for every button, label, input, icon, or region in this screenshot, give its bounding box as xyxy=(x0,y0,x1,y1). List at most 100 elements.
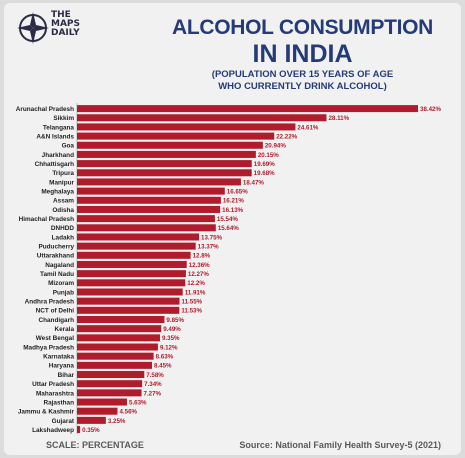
value-label: 16.21% xyxy=(223,198,244,205)
bar xyxy=(77,260,187,268)
bar xyxy=(77,297,180,305)
bar xyxy=(77,205,221,213)
value-label: 20.15% xyxy=(258,152,279,159)
bar xyxy=(77,398,127,406)
value-label: 15.54% xyxy=(217,216,238,223)
category-label: Rajasthan xyxy=(43,399,74,406)
bar xyxy=(77,169,252,177)
value-label: 7.58% xyxy=(146,372,164,379)
bar xyxy=(77,132,275,140)
value-label: 16.65% xyxy=(227,189,248,196)
chart-subtitle-line-2: WHO CURRENTLY DRINK ALCOHOL) xyxy=(218,81,387,92)
bar xyxy=(77,196,221,204)
value-label: 3.25% xyxy=(108,418,126,425)
category-label: Maharashtra xyxy=(36,390,74,397)
bar xyxy=(77,105,418,113)
chart-subtitle-line-1: (POPULATION OVER 15 YEARS OF AGE xyxy=(211,69,394,80)
category-label: Chhattisgarh xyxy=(35,161,75,168)
category-label: Madhya Pradesh xyxy=(23,344,74,351)
value-label: 22.22% xyxy=(276,133,297,140)
category-label: Bihar xyxy=(58,372,75,379)
brand-logo-text: THE MAPS DAILY xyxy=(51,11,111,38)
category-label: Haryana xyxy=(49,363,75,370)
bar xyxy=(77,224,216,232)
category-label: Arunachal Pradesh xyxy=(16,106,74,113)
value-label: 12.2% xyxy=(187,280,205,287)
category-label: Assam xyxy=(53,198,74,205)
value-label: 12.8% xyxy=(193,253,211,260)
category-label: Chandigarh xyxy=(38,317,74,324)
category-label: A&N Islands xyxy=(36,133,74,140)
value-label: 12.27% xyxy=(188,271,209,278)
value-label: 9.35% xyxy=(162,335,180,342)
bar xyxy=(77,334,160,342)
value-label: 9.85% xyxy=(166,317,184,324)
category-label: Andhra Pradesh xyxy=(25,299,74,306)
chart-title-line-2: IN INDIA xyxy=(252,40,353,68)
value-label: 24.61% xyxy=(297,124,318,131)
category-label: Ladakh xyxy=(52,234,74,241)
category-label: Gujarat xyxy=(52,418,75,425)
value-label: 19.68% xyxy=(254,170,275,177)
brand-line-3: DAILY xyxy=(51,28,80,38)
value-label: 12.36% xyxy=(189,262,210,269)
value-label: 19.69% xyxy=(254,161,275,168)
category-label: Tripura xyxy=(52,170,74,177)
bar xyxy=(77,123,296,131)
bar xyxy=(77,389,142,397)
value-label: 5.63% xyxy=(129,399,147,406)
category-label: Kerala xyxy=(54,326,74,333)
bar xyxy=(77,315,165,323)
brand-line-1: THE xyxy=(51,10,71,20)
category-label: Manipur xyxy=(49,179,74,186)
chart-title-line-1: ALCOHOL CONSUMPTION xyxy=(171,16,434,39)
bar xyxy=(77,160,252,168)
bar xyxy=(77,251,191,259)
bar xyxy=(77,178,241,186)
value-label: 8.45% xyxy=(154,363,172,370)
category-label: Tamil Nadu xyxy=(40,271,74,278)
category-label: Lakshadweep xyxy=(32,427,74,434)
category-label: Telangana xyxy=(43,124,75,131)
category-label: Jammu & Kashmir xyxy=(18,409,75,416)
category-label: Jharkhand xyxy=(42,152,74,159)
value-label: 18.47% xyxy=(243,179,264,186)
value-label: 11.55% xyxy=(182,299,203,306)
brand-line-2: MAPS xyxy=(51,19,80,29)
bar xyxy=(77,187,225,195)
category-label: NCT of Delhi xyxy=(36,308,75,315)
bar xyxy=(77,352,154,360)
bar xyxy=(77,150,256,158)
category-label: Punjab xyxy=(53,289,74,296)
category-label: Mizoram xyxy=(48,280,74,287)
category-label: Meghalaya xyxy=(41,189,74,196)
value-label: 7.34% xyxy=(144,381,162,388)
bar xyxy=(77,407,118,415)
value-label: 20.94% xyxy=(265,143,286,150)
bar xyxy=(77,141,263,149)
category-label: Nagaland xyxy=(45,262,74,269)
value-label: 13.75% xyxy=(201,234,222,241)
bar xyxy=(77,114,327,122)
bar xyxy=(77,416,106,424)
category-label: Goa xyxy=(62,143,75,150)
compass-icon xyxy=(17,12,49,44)
category-label: West Bengal xyxy=(36,335,74,342)
category-label: Himachal Pradesh xyxy=(19,216,75,223)
category-label: Uttar Pradesh xyxy=(32,381,74,388)
category-label: Puducherry xyxy=(38,244,74,251)
bar xyxy=(77,343,158,351)
value-label: 16.13% xyxy=(222,207,243,214)
category-label: Karnataka xyxy=(43,354,74,361)
bar xyxy=(77,380,143,388)
value-label: 11.53% xyxy=(181,308,202,315)
value-label: 38.42% xyxy=(420,106,441,113)
value-label: 11.91% xyxy=(185,289,206,296)
bar xyxy=(77,270,186,278)
value-label: 13.37% xyxy=(198,244,219,251)
bar xyxy=(77,215,215,223)
bar xyxy=(77,306,180,314)
value-label: 4.56% xyxy=(119,409,137,416)
bar xyxy=(77,233,200,241)
